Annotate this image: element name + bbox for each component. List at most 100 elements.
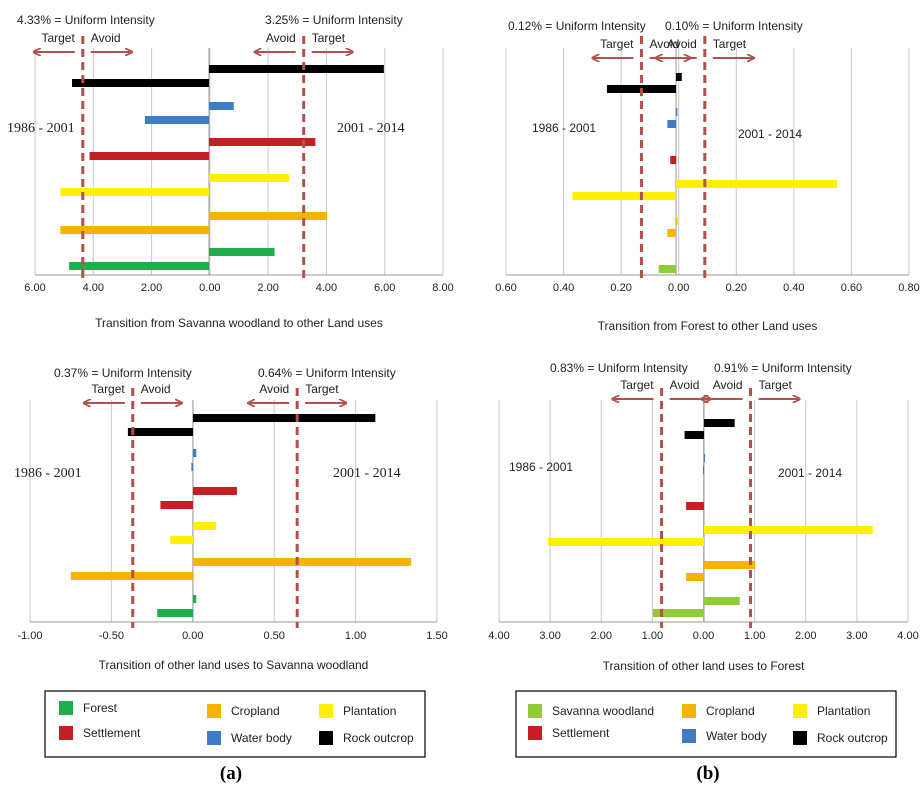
tick-label: 2.00 xyxy=(257,282,278,294)
legend-swatch-rock-outcrop xyxy=(319,731,333,745)
tick-label: 8.00 xyxy=(432,282,453,294)
tick-label: 0.00 xyxy=(182,630,203,642)
bar-water-body-1986-2001 xyxy=(191,463,193,471)
tick-label: 0.50 xyxy=(263,630,284,642)
bar-cropland-2001-2014 xyxy=(193,558,412,566)
tick-label: 2.00 xyxy=(141,282,162,294)
uniform-label-right: 3.25% = Uniform Intensity xyxy=(265,13,403,27)
chart-title: Transition of other land uses to Forest xyxy=(603,659,805,673)
tick-label: 4.00 xyxy=(83,282,104,294)
legend-swatch-plantation xyxy=(319,704,333,718)
avoid-label-right: Avoid xyxy=(266,31,296,45)
bar-rock-outcrop-1986-2001 xyxy=(684,431,704,439)
bar-settlement-2001-2014 xyxy=(193,487,237,495)
tick-label: 4.00 xyxy=(316,282,337,294)
legend-box xyxy=(44,690,426,758)
figure-label-a: (a) xyxy=(220,763,242,784)
tick-label: 0.60 xyxy=(495,282,516,294)
avoid-label-left: Avoid xyxy=(91,31,121,45)
bar-cropland-2001-2014 xyxy=(704,561,756,569)
tick-label: 0.40 xyxy=(553,282,574,294)
bar-plantation-1986-2001 xyxy=(60,188,209,196)
uniform-label-left: 0.83% = Uniform Intensity xyxy=(550,361,688,375)
avoid-label-right: Avoid xyxy=(667,37,697,51)
bar-plantation-1986-2001 xyxy=(170,536,193,544)
tick-label: 0.60 xyxy=(841,282,862,294)
bar-water-body-2001-2014 xyxy=(676,108,678,116)
uniform-label-left: 0.37% = Uniform Intensity xyxy=(54,366,192,380)
bar-cropland-1986-2001 xyxy=(60,226,209,234)
period-label-left: 1986 - 2001 xyxy=(14,466,82,481)
tick-label: 3.00 xyxy=(846,630,867,642)
tick-label: -1.00 xyxy=(17,630,42,642)
bar-forest-2001-2014 xyxy=(193,595,197,603)
avoid-label-left: Avoid xyxy=(141,382,171,396)
tick-label: -0.50 xyxy=(99,630,124,642)
tick-label: 6.00 xyxy=(24,282,45,294)
bar-rock-outcrop-2001-2014 xyxy=(209,65,384,73)
bar-forest-1986-2001 xyxy=(69,262,209,270)
tick-label: 4.00 xyxy=(488,630,509,642)
tick-label: 0.40 xyxy=(783,282,804,294)
legend-label-plantation: Plantation xyxy=(343,704,396,718)
legend-swatch-settlement xyxy=(528,726,542,740)
uniform-label-left: 4.33% = Uniform Intensity xyxy=(17,13,155,27)
legend-swatch-forest xyxy=(59,701,73,715)
tick-label: 0.20 xyxy=(610,282,631,294)
bar-plantation-1986-2001 xyxy=(548,538,704,546)
legend-swatch-savanna-woodland xyxy=(528,704,542,718)
uniform-label-right: 0.64% = Uniform Intensity xyxy=(258,366,396,380)
tick-label: 2.00 xyxy=(795,630,816,642)
period-label-right: 2001 - 2014 xyxy=(333,466,401,481)
bar-water-body-2001-2014 xyxy=(193,449,197,457)
period-label-right: 2001 - 2014 xyxy=(778,466,842,480)
bar-rock-outcrop-1986-2001 xyxy=(127,428,193,436)
legend-label-forest: Forest xyxy=(83,701,118,715)
tick-label: 6.00 xyxy=(374,282,395,294)
bar-savanna-woodland-1986-2001 xyxy=(652,609,704,617)
target-label-right: Target xyxy=(312,31,346,45)
tick-label: 0.00 xyxy=(693,630,714,642)
period-label-right: 2001 - 2014 xyxy=(738,127,802,141)
tick-label: 0.00 xyxy=(668,282,689,294)
bar-savanna-woodland-1986-2001 xyxy=(658,265,676,273)
tick-label: 0.00 xyxy=(199,282,220,294)
target-label-right: Target xyxy=(305,382,339,396)
legend-swatch-cropland xyxy=(207,704,221,718)
uniform-label-right: 0.10% = Uniform Intensity xyxy=(665,19,803,33)
bar-settlement-1986-2001 xyxy=(160,501,193,509)
legend-a: Forest Cropland Plantation Settlement Water … xyxy=(44,690,426,758)
avoid-label-right: Avoid xyxy=(713,378,743,392)
bar-savanna-woodland-2001-2014 xyxy=(704,597,740,605)
bar-plantation-2001-2014 xyxy=(676,180,838,188)
period-label-left: 1986 - 2001 xyxy=(509,460,573,474)
legend-box xyxy=(515,690,897,758)
bar-water-body-1986-2001 xyxy=(702,466,704,474)
bar-cropland-2001-2014 xyxy=(209,212,328,220)
chart-title: Transition of other land uses to Savanna… xyxy=(99,658,369,672)
legend-label-water-body: Water body xyxy=(706,729,767,743)
legend-swatch-water-body xyxy=(207,731,221,745)
bar-cropland-2001-2014 xyxy=(676,217,678,225)
tick-label: 4.00 xyxy=(897,630,918,642)
chart-a-bottom: -1.00 -0.50 0.00 0.50 1.00 1.50 0.37% = Unifor… xyxy=(14,366,448,672)
target-label-right: Target xyxy=(759,378,793,392)
bar-water-body-1986-2001 xyxy=(667,120,676,128)
tick-label: 1.00 xyxy=(744,630,765,642)
chart-title: Transition from Savanna woodland to othe… xyxy=(95,316,383,330)
bar-cropland-1986-2001 xyxy=(686,573,704,581)
legend-label-rock-outcrop: Rock outcrop xyxy=(343,731,414,745)
legend-label-cropland: Cropland xyxy=(706,704,755,718)
uniform-label-right: 0.91% = Uniform Intensity xyxy=(714,361,852,375)
legend-label-settlement: Settlement xyxy=(83,726,141,740)
target-label-right: Target xyxy=(713,37,747,51)
bar-plantation-2001-2014 xyxy=(193,522,216,530)
legend-swatch-rock-outcrop xyxy=(793,731,807,745)
tick-label: 1.00 xyxy=(345,630,366,642)
tick-label: 0.20 xyxy=(726,282,747,294)
bar-cropland-1986-2001 xyxy=(667,229,676,237)
bar-forest-1986-2001 xyxy=(157,609,193,617)
bar-rock-outcrop-2001-2014 xyxy=(704,419,735,427)
bar-forest-2001-2014 xyxy=(209,248,275,256)
bar-rock-outcrop-1986-2001 xyxy=(72,79,210,87)
